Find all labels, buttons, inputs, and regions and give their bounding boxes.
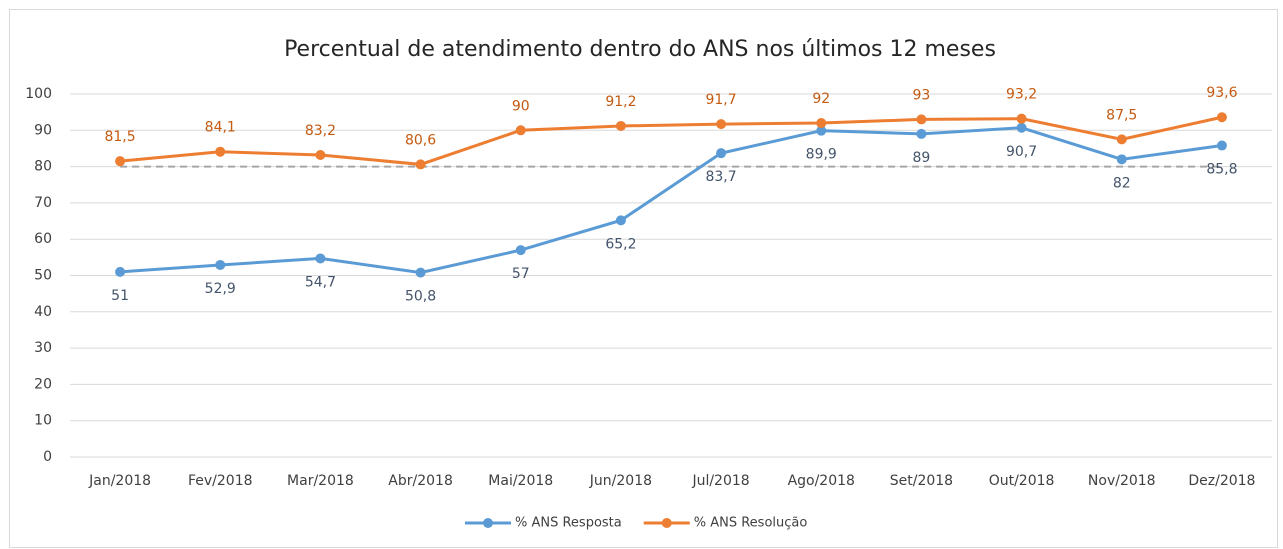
y-tick-label: 70 (34, 195, 52, 211)
y-tick-label: 100 (25, 86, 52, 102)
data-point (1016, 122, 1027, 133)
data-label: 85,8 (1206, 162, 1237, 178)
data-point (315, 253, 326, 264)
data-label: 92 (812, 91, 830, 107)
data-point (1116, 134, 1127, 145)
data-label: 54,7 (305, 274, 336, 290)
data-label: 50,8 (405, 289, 436, 305)
series-line (119, 126, 1223, 275)
data-label: 91,7 (705, 92, 736, 108)
data-point (816, 125, 827, 136)
chart-border (9, 9, 1278, 548)
y-tick-label: 20 (34, 376, 52, 392)
data-label: 87,5 (1106, 107, 1137, 123)
x-tick-label: Jun/2018 (589, 473, 652, 489)
data-label: 93 (913, 87, 931, 103)
data-label: 89,9 (806, 147, 837, 163)
x-tick-label: Mai/2018 (488, 473, 553, 489)
x-tick-label: Dez/2018 (1188, 473, 1255, 489)
data-point (615, 120, 626, 131)
data-point (716, 148, 727, 159)
data-point (916, 114, 927, 125)
x-tick-label: Abr/2018 (388, 473, 453, 489)
y-tick-label: 30 (34, 340, 52, 356)
legend-marker (661, 518, 672, 528)
x-tick-label: Ago/2018 (788, 473, 855, 489)
data-point (215, 146, 226, 157)
y-tick-label: 10 (34, 413, 52, 429)
data-label: 57 (512, 266, 530, 282)
data-label: 89 (913, 150, 931, 166)
x-tick-label: Set/2018 (890, 473, 953, 489)
legend-label: % ANS Resposta (515, 516, 622, 531)
x-tick-label: Jan/2018 (88, 473, 151, 489)
data-label: 84,1 (205, 120, 236, 136)
data-point (1016, 113, 1027, 124)
y-tick-label: 80 (34, 159, 52, 175)
data-point (1116, 154, 1127, 165)
legend-marker (483, 518, 493, 528)
data-point (315, 149, 326, 160)
data-label: 91,2 (605, 94, 636, 110)
y-tick-label: 40 (34, 304, 52, 320)
data-point (215, 259, 226, 270)
x-tick-label: Mar/2018 (287, 473, 354, 489)
data-point (415, 159, 426, 170)
data-point (1216, 112, 1227, 123)
y-tick-label: 50 (34, 268, 52, 284)
data-point (615, 215, 626, 226)
data-point (115, 266, 126, 277)
data-label: 93,6 (1206, 85, 1237, 101)
data-label: 65,2 (605, 236, 636, 252)
data-point (816, 118, 827, 129)
data-point (716, 119, 727, 130)
x-tick-label: Out/2018 (989, 473, 1055, 489)
data-point (916, 128, 927, 139)
data-label: 83,7 (705, 169, 736, 185)
chart-title: Percentual de atendimento dentro do ANS … (284, 37, 996, 62)
data-label: 52,9 (205, 281, 236, 297)
y-tick-label: 60 (34, 231, 52, 247)
data-point (515, 125, 526, 136)
data-label: 51 (111, 288, 129, 304)
series-line (119, 115, 1223, 166)
legend-label: % ANS Resolução (694, 516, 808, 531)
x-tick-label: Jul/2018 (691, 473, 749, 489)
data-label: 90 (512, 98, 530, 114)
data-label: 82 (1113, 175, 1131, 191)
y-tick-label: 90 (34, 122, 52, 138)
data-label: 81,5 (104, 129, 135, 145)
x-tick-label: Nov/2018 (1088, 473, 1156, 489)
x-tick-label: Fev/2018 (188, 473, 253, 489)
data-point (515, 245, 526, 256)
data-label: 83,2 (305, 123, 336, 139)
data-point (1216, 140, 1227, 151)
data-label: 93,2 (1006, 87, 1037, 103)
data-point (115, 156, 126, 167)
y-tick-label: 0 (43, 449, 52, 465)
data-label: 90,7 (1006, 144, 1037, 160)
data-label: 80,6 (405, 132, 436, 148)
data-point (415, 267, 426, 278)
